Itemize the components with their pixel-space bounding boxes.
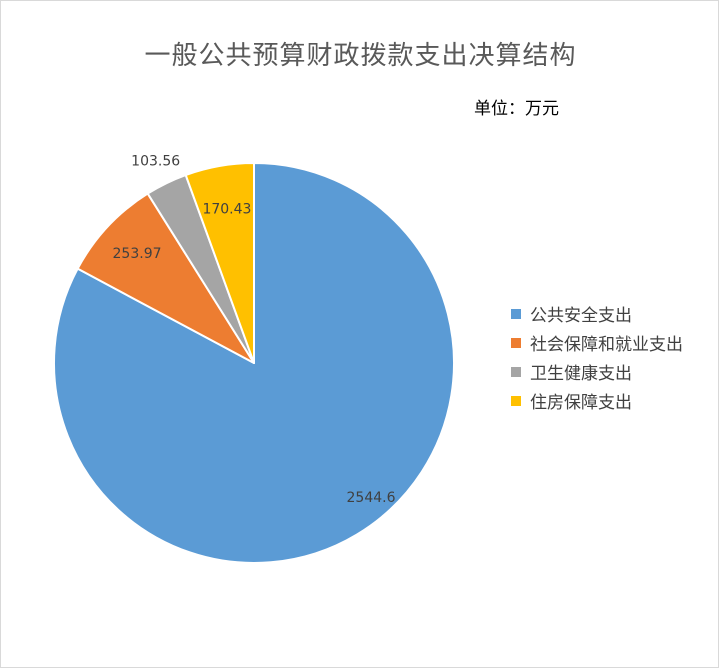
data-label-social-security: 253.97 bbox=[113, 246, 162, 262]
legend-swatch bbox=[511, 395, 521, 406]
legend-label: 卫生健康支出 bbox=[530, 364, 632, 384]
data-label-public-security: 2544.6 bbox=[347, 490, 396, 506]
legend-item-public-security: 公共安全支出 bbox=[511, 299, 683, 328]
legend-item-social-security: 社会保障和就业支出 bbox=[511, 328, 683, 357]
legend-item-health: 卫生健康支出 bbox=[511, 357, 683, 386]
legend-label: 住房保障支出 bbox=[530, 393, 632, 413]
data-label-housing: 170.43 bbox=[202, 201, 251, 217]
legend-swatch bbox=[511, 337, 521, 348]
data-label-health: 103.56 bbox=[131, 154, 180, 170]
legend-swatch bbox=[511, 308, 521, 319]
legend-label: 公共安全支出 bbox=[530, 306, 632, 326]
pie-slice-social-security bbox=[76, 192, 255, 364]
legend-label: 社会保障和就业支出 bbox=[530, 335, 683, 355]
legend-item-housing: 住房保障支出 bbox=[511, 386, 683, 415]
pie-slice-housing bbox=[184, 162, 255, 364]
unit-label: 单位：万元 bbox=[474, 99, 559, 119]
legend: 公共安全支出 社会保障和就业支出 卫生健康支出 住房保障支出 bbox=[511, 299, 683, 415]
chart-title: 一般公共预算财政拨款支出决算结构 bbox=[144, 41, 577, 71]
legend-swatch bbox=[511, 366, 521, 377]
